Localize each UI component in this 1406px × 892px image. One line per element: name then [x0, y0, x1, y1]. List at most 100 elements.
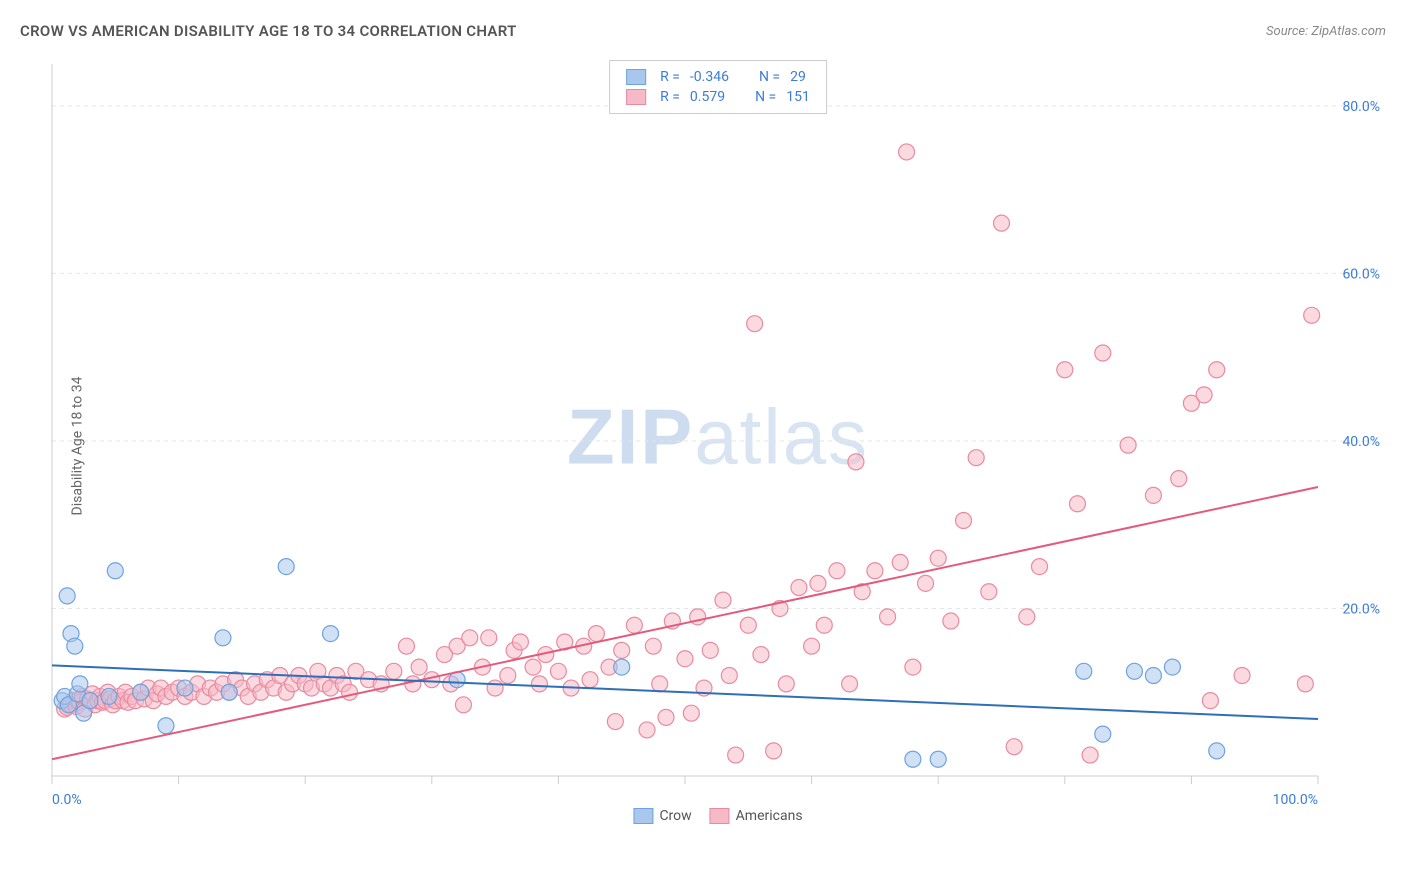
- crow-point: [278, 559, 294, 575]
- crow-point: [67, 638, 83, 654]
- crow-point: [323, 626, 339, 642]
- legend-swatch-crow: [626, 69, 646, 85]
- legend-n-label: N =: [755, 89, 776, 105]
- chart-title: CROW VS AMERICAN DISABILITY AGE 18 TO 34…: [20, 22, 517, 40]
- americans-point: [899, 144, 915, 160]
- americans-point: [658, 709, 674, 725]
- crow-point: [133, 684, 149, 700]
- americans-point: [829, 563, 845, 579]
- americans-point: [525, 659, 541, 675]
- crow-point: [905, 751, 921, 767]
- crow-point: [59, 588, 75, 604]
- correlation-legend: R = -0.346 N = 29 R = 0.579 N = 151: [609, 60, 827, 114]
- americans-point: [753, 647, 769, 663]
- crow-point: [1126, 663, 1142, 679]
- americans-point: [918, 575, 934, 591]
- americans-point: [842, 676, 858, 692]
- americans-point: [810, 575, 826, 591]
- y-tick-label: 40.0%: [1342, 434, 1380, 450]
- americans-point: [588, 626, 604, 642]
- legend-label-crow: Crow: [659, 808, 691, 824]
- legend-item-americans: Americans: [710, 808, 803, 824]
- americans-point: [645, 638, 661, 654]
- americans-point: [614, 642, 630, 658]
- americans-point: [1019, 609, 1035, 625]
- americans-point: [1006, 739, 1022, 755]
- legend-r-label: R =: [660, 89, 680, 105]
- americans-point: [766, 743, 782, 759]
- crow-point: [1164, 659, 1180, 675]
- americans-point: [880, 609, 896, 625]
- crow-point: [158, 718, 174, 734]
- crow-point: [107, 563, 123, 579]
- americans-point: [1095, 345, 1111, 361]
- crow-point: [82, 693, 98, 709]
- americans-point: [747, 316, 763, 332]
- crow-point: [1076, 663, 1092, 679]
- americans-point: [398, 638, 414, 654]
- americans-point: [1120, 437, 1136, 453]
- americans-point: [994, 215, 1010, 231]
- series-legend: Crow Americans: [633, 808, 802, 824]
- crow-point: [221, 684, 237, 700]
- americans-point: [683, 705, 699, 721]
- legend-row-americans: R = 0.579 N = 151: [626, 87, 810, 107]
- americans-point: [607, 714, 623, 730]
- chart-header: CROW VS AMERICAN DISABILITY AGE 18 TO 34…: [20, 22, 1386, 40]
- americans-point: [981, 584, 997, 600]
- americans-point: [892, 554, 908, 570]
- americans-point: [1234, 667, 1250, 683]
- americans-point: [1297, 676, 1313, 692]
- crow-point: [72, 676, 88, 692]
- legend-n-value: 151: [786, 89, 810, 105]
- legend-swatch-americans: [710, 808, 730, 824]
- americans-point: [867, 563, 883, 579]
- legend-swatch-crow: [633, 808, 653, 824]
- legend-label-americans: Americans: [736, 808, 803, 824]
- americans-point: [956, 513, 972, 529]
- legend-r-value: -0.346: [690, 69, 729, 85]
- americans-point: [728, 747, 744, 763]
- americans-point: [342, 684, 358, 700]
- americans-point: [1202, 693, 1218, 709]
- americans-point: [1304, 307, 1320, 323]
- americans-point: [455, 697, 471, 713]
- americans-point: [943, 613, 959, 629]
- americans-point: [512, 634, 528, 650]
- americans-point: [804, 638, 820, 654]
- americans-point: [1209, 362, 1225, 378]
- americans-point: [905, 659, 921, 675]
- americans-point: [639, 722, 655, 738]
- x-tick-label: 100.0%: [1273, 792, 1318, 808]
- americans-point: [626, 617, 642, 633]
- x-tick-label: 0.0%: [52, 792, 82, 808]
- crow-point: [1095, 726, 1111, 742]
- americans-point: [652, 676, 668, 692]
- americans-point: [715, 592, 731, 608]
- americans-point: [1145, 487, 1161, 503]
- y-tick-label: 60.0%: [1342, 266, 1380, 282]
- americans-point: [1069, 496, 1085, 512]
- legend-n-value: 29: [790, 69, 806, 85]
- americans-point: [531, 676, 547, 692]
- americans-point: [968, 450, 984, 466]
- americans-point: [721, 667, 737, 683]
- legend-r-value: 0.579: [690, 89, 725, 105]
- americans-point: [500, 667, 516, 683]
- americans-point: [481, 630, 497, 646]
- americans-point: [740, 617, 756, 633]
- americans-point: [1031, 559, 1047, 575]
- americans-point: [791, 580, 807, 596]
- americans-point: [702, 642, 718, 658]
- americans-point: [550, 663, 566, 679]
- americans-point: [1171, 471, 1187, 487]
- americans-point: [677, 651, 693, 667]
- legend-row-crow: R = -0.346 N = 29: [626, 67, 810, 87]
- americans-point: [1082, 747, 1098, 763]
- americans-point: [411, 659, 427, 675]
- americans-point: [487, 680, 503, 696]
- americans-point: [462, 630, 478, 646]
- scatter-chart: 0.0%100.0%20.0%40.0%60.0%80.0%: [48, 56, 1388, 836]
- legend-n-label: N =: [759, 69, 780, 85]
- crow-point: [614, 659, 630, 675]
